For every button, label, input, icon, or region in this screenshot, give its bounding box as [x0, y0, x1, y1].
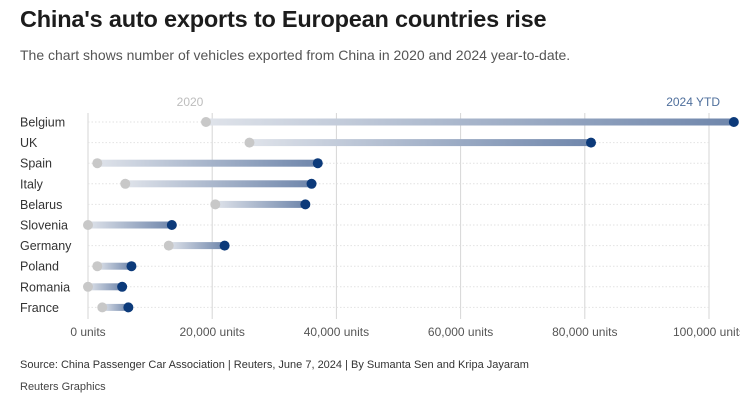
dot-2020: [200, 117, 211, 127]
dumbbell-connector: [88, 283, 123, 291]
y-category-label: Belgium: [20, 116, 65, 130]
dumbbell-connector: [102, 303, 129, 311]
dot-2024-ytd: [126, 261, 137, 272]
dumbbell-connector: [97, 159, 318, 167]
dot-2020: [120, 178, 131, 189]
dot-2020: [210, 199, 221, 210]
series-label-2020: 2020: [177, 95, 204, 109]
dot-2024-ytd: [123, 302, 134, 313]
y-category-label: Poland: [20, 260, 59, 274]
y-category-label: Belarus: [20, 198, 62, 212]
dot-2020: [92, 158, 103, 169]
source-note: Source: China Passenger Car Association …: [20, 359, 529, 371]
dot-2024-ytd: [312, 158, 323, 169]
dot-2024-ytd: [728, 117, 739, 127]
dot-2020: [163, 240, 174, 251]
x-tick-label: 60,000 units: [428, 325, 493, 339]
dot-2020: [83, 281, 93, 292]
dot-2020: [83, 220, 93, 230]
x-tick-label: 80,000 units: [552, 325, 617, 339]
dot-2024-ytd: [219, 240, 230, 251]
dot-2024-ytd: [300, 199, 311, 210]
y-category-label: Slovenia: [20, 219, 68, 233]
y-category-label: Spain: [20, 157, 52, 171]
dot-2020: [97, 302, 108, 313]
dot-2024-ytd: [166, 220, 177, 230]
dot-2024-ytd: [586, 137, 597, 148]
dumbbell-connector: [205, 118, 734, 126]
x-tick-label: 0 units: [70, 325, 105, 339]
chart-subtitle: The chart shows number of vehicles expor…: [20, 47, 571, 63]
dot-2020: [92, 261, 103, 272]
dot-2024-ytd: [306, 178, 317, 189]
y-category-label: France: [20, 301, 59, 315]
dumbbell-connector: [215, 200, 306, 208]
dumbbell-connector: [168, 242, 225, 250]
series-label-2024-ytd: 2024 YTD: [666, 95, 720, 109]
dot-2020: [244, 137, 255, 148]
x-tick-label: 40,000 units: [304, 325, 369, 339]
y-category-label: Italy: [20, 177, 44, 191]
y-category-label: Germany: [20, 239, 72, 253]
x-tick-label: 100,000 units: [673, 325, 740, 339]
dumbbell-connector: [97, 262, 132, 270]
dumbbell-connector: [249, 139, 592, 147]
y-category-label: UK: [20, 136, 38, 150]
dumbbell-connector: [88, 221, 172, 229]
x-tick-label: 20,000 units: [180, 325, 245, 339]
dumbbell-connector: [125, 180, 312, 188]
y-category-label: Romania: [20, 280, 70, 294]
chart-title: China's auto exports to European countri…: [20, 6, 547, 32]
graphics-credit: Reuters Graphics: [20, 381, 106, 393]
dot-2024-ytd: [117, 281, 128, 292]
